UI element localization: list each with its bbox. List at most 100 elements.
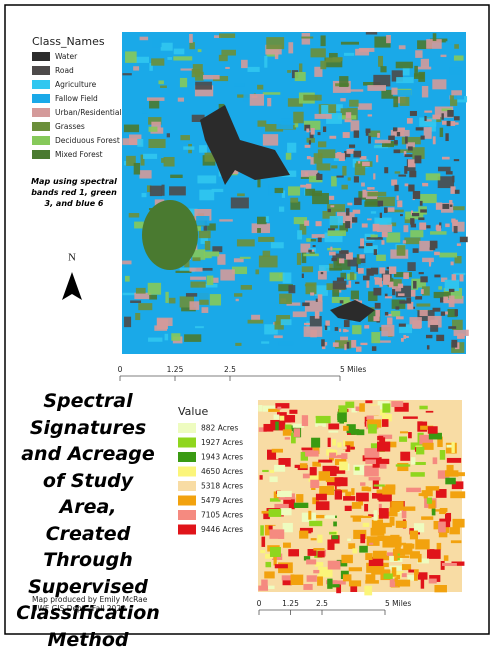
urban-patch — [346, 256, 351, 259]
land-patch — [373, 145, 389, 149]
legend-label: 9446 Acres — [201, 525, 243, 534]
value-patch — [294, 464, 300, 468]
land-patch — [415, 306, 433, 310]
land-patch — [247, 319, 264, 324]
legend-swatch — [32, 108, 50, 117]
value-patch — [351, 408, 358, 413]
legend-swatch — [32, 52, 50, 61]
value-patch — [262, 405, 276, 412]
land-patch — [257, 84, 264, 90]
land-patch — [141, 108, 148, 114]
value-patch — [408, 432, 412, 439]
land-patch — [404, 217, 415, 224]
legend-label: Mixed Forest — [55, 150, 103, 159]
land-patch — [122, 73, 132, 76]
urban-patch — [442, 156, 450, 160]
value-patch — [341, 554, 353, 564]
urban-patch — [404, 183, 409, 187]
land-patch — [137, 138, 144, 147]
urban-patch — [452, 175, 455, 183]
urban-patch — [459, 236, 468, 243]
value-patch — [278, 521, 282, 526]
value-patch — [348, 580, 362, 587]
urban-patch — [375, 309, 380, 317]
urban-patch — [452, 122, 459, 125]
urban-patch — [304, 124, 311, 131]
urban-patch — [432, 114, 441, 120]
value-patch — [331, 535, 339, 540]
value-patch — [391, 401, 404, 407]
land-patch — [387, 279, 402, 287]
land-patch — [149, 98, 160, 109]
urban-patch — [373, 173, 376, 180]
urban-patch — [328, 228, 335, 231]
urban-patch — [388, 266, 397, 274]
land-patch — [425, 173, 441, 181]
land-patch — [204, 240, 211, 251]
urban-patch — [347, 202, 353, 206]
land-patch — [305, 188, 316, 196]
value-patch — [306, 575, 317, 582]
value-patch — [261, 510, 272, 514]
land-patch — [164, 333, 169, 341]
land-patch — [195, 71, 204, 81]
land-patch — [267, 97, 272, 107]
land-patch — [278, 284, 293, 292]
value-patch — [282, 522, 293, 533]
land-patch — [189, 267, 203, 272]
land-patch — [201, 307, 209, 313]
value-patch — [345, 491, 352, 498]
value-patch — [276, 412, 287, 416]
land-patch — [341, 184, 348, 190]
value-patch — [311, 532, 321, 539]
land-patch — [419, 309, 428, 317]
urban-patch — [375, 155, 379, 163]
land-patch — [133, 66, 140, 71]
value-patch — [301, 447, 313, 451]
land-patch — [311, 190, 322, 197]
value-patch — [274, 468, 289, 478]
land-patch — [390, 310, 401, 317]
value-patch — [370, 527, 385, 536]
value-patch — [449, 527, 460, 535]
value-patch — [337, 442, 342, 448]
land-patch — [363, 245, 378, 253]
land-patch — [376, 223, 393, 233]
value-patch — [368, 514, 375, 517]
land-patch — [429, 122, 436, 132]
scale-label: 0 — [118, 365, 123, 374]
urban-patch — [435, 225, 442, 230]
value-patch — [401, 564, 412, 571]
land-patch — [381, 324, 395, 337]
value-patch — [282, 542, 291, 548]
land-patch — [221, 49, 236, 56]
land-patch — [133, 162, 141, 175]
value-patch — [423, 494, 428, 499]
value-patch — [386, 552, 398, 556]
legend-label: Agriculture — [55, 80, 97, 89]
urban-patch — [411, 212, 420, 217]
urban-patch — [410, 210, 414, 215]
urban-patch — [381, 240, 385, 245]
value-patch — [394, 402, 409, 412]
value-patch — [379, 463, 387, 469]
value-patch — [260, 525, 264, 536]
value-patch — [365, 574, 376, 583]
urban-patch — [312, 245, 316, 248]
land-patch — [399, 324, 413, 334]
value-patch — [377, 535, 392, 542]
urban-patch — [410, 218, 415, 225]
value-patch — [348, 567, 362, 572]
land-patch — [163, 156, 175, 167]
urban-patch — [449, 204, 453, 207]
value-patch — [282, 429, 292, 436]
urban-patch — [430, 242, 438, 249]
urban-patch — [370, 267, 379, 275]
credit: UWF GIS Dept., Fall 2020 — [32, 604, 126, 613]
land-patch — [331, 176, 337, 187]
value-patch — [344, 505, 352, 512]
value-patch — [284, 437, 290, 440]
urban-patch — [329, 251, 336, 256]
land-patch — [346, 89, 364, 92]
land-patch — [430, 324, 439, 332]
